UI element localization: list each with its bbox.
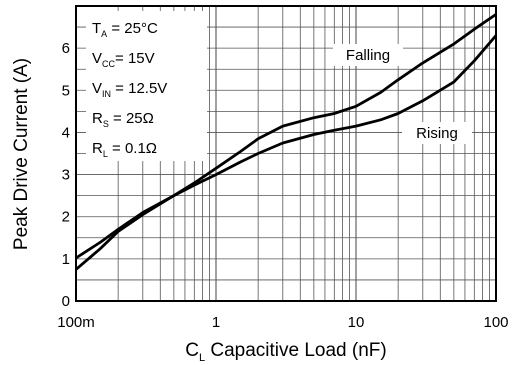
plot-frame: [75, 5, 497, 302]
y-axis-label: Peak Drive Current (A): [11, 58, 32, 250]
y-tick-label: 1: [62, 251, 70, 268]
x-tick-label: 100m: [57, 314, 95, 331]
condition-line: VCC= 15V: [92, 50, 155, 69]
x-tick-label: 100: [483, 314, 508, 331]
condition-line: RL = 0.1Ω: [92, 140, 157, 159]
series-label-bg: [402, 122, 472, 144]
series-lines: [75, 13, 498, 271]
condition-line: VIN = 12.5V: [92, 80, 167, 99]
y-tick-label: 4: [62, 124, 70, 141]
series-label-falling: Falling: [346, 47, 390, 64]
conditions-legend: TA = 25°C VCC= 15V VIN = 12.5V RS = 25Ω RL =…: [92, 20, 167, 159]
series-label-bg: [333, 44, 403, 66]
tick-labels: 100m 1 10 100 0 1 2 3 4 5 6: [57, 40, 508, 331]
y-tick-label: 3: [62, 167, 70, 184]
condition-line: TA = 25°C: [92, 20, 158, 39]
y-tick-label: 6: [62, 40, 70, 57]
series-line-falling: [75, 13, 497, 271]
series-line-rising: [75, 34, 498, 260]
y-tick-label: 5: [62, 82, 70, 99]
x-tick-label: 10: [348, 314, 365, 331]
x-axis-label: CL Capacitive Load (nF): [185, 340, 387, 364]
series-labels: Falling Rising: [333, 44, 472, 144]
condition-line: RS = 25Ω: [92, 110, 154, 129]
y-tick-label: 2: [62, 209, 70, 226]
x-tick-label: 1: [212, 314, 220, 331]
conditions-box: [86, 11, 207, 161]
series-label-rising: Rising: [416, 125, 458, 142]
y-tick-label: 0: [62, 293, 70, 310]
